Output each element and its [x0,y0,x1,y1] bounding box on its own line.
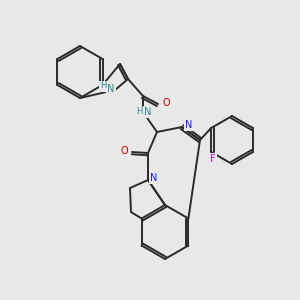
Text: O: O [120,146,128,156]
Text: N: N [107,84,115,94]
Text: H: H [136,107,142,116]
Text: N: N [185,120,193,130]
Text: N: N [144,107,152,117]
Text: N: N [150,173,158,183]
Text: F: F [210,154,216,164]
Text: H: H [100,82,106,91]
Text: O: O [162,98,170,108]
